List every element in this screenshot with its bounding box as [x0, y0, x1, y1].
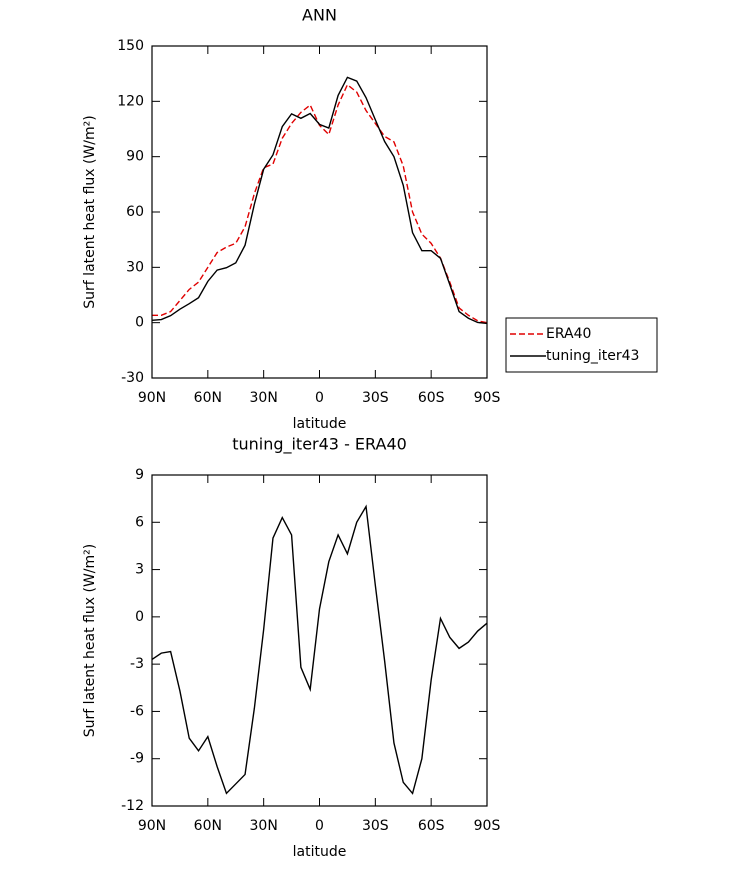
- chart-title: ANN: [302, 6, 337, 25]
- x-tick-label: 90S: [474, 818, 501, 834]
- x-tick-label: 90N: [138, 390, 166, 406]
- y-tick-label: 120: [117, 93, 144, 109]
- x-axis-label: latitude: [293, 416, 347, 432]
- x-axis-label: latitude: [293, 844, 347, 860]
- plot-frame: [151, 45, 488, 379]
- y-tick-label: 9: [135, 467, 144, 483]
- x-tick-label: 0: [315, 818, 324, 834]
- y-tick-label: 6: [135, 514, 144, 530]
- y-tick-label: 60: [126, 204, 144, 220]
- y-axis-label: Surf latent heat flux (W/m²): [82, 115, 98, 308]
- chart-title: tuning_iter43 - ERA40: [232, 435, 407, 455]
- y-tick-label: -30: [121, 370, 144, 386]
- y-tick-label: 150: [117, 38, 144, 54]
- data-line: [151, 76, 488, 325]
- legend-label: ERA40: [546, 326, 591, 342]
- data-line: [151, 504, 488, 795]
- x-tick-label: 30S: [362, 390, 389, 406]
- legend-label: tuning_iter43: [546, 348, 639, 364]
- x-tick-label: 0: [315, 390, 324, 406]
- x-tick-label: 30N: [250, 390, 278, 406]
- x-tick-label: 90S: [474, 390, 501, 406]
- y-tick-label: -3: [130, 656, 144, 672]
- data-line: [152, 83, 488, 324]
- legend-box: [505, 317, 658, 373]
- y-tick-label: -9: [130, 751, 144, 767]
- y-axis-label: Surf latent heat flux (W/m²): [82, 544, 98, 737]
- x-tick-label: 60S: [418, 390, 445, 406]
- y-tick-label: -12: [121, 798, 144, 814]
- y-tick-label: 0: [135, 315, 144, 331]
- plot-frame: [151, 474, 488, 807]
- y-tick-label: 30: [126, 259, 144, 275]
- x-tick-label: 30S: [362, 818, 389, 834]
- x-tick-label: 90N: [138, 818, 166, 834]
- x-tick-label: 60N: [194, 390, 222, 406]
- y-tick-label: 0: [135, 609, 144, 625]
- x-tick-label: 60N: [194, 818, 222, 834]
- y-tick-label: -6: [130, 703, 144, 719]
- y-tick-label: 90: [126, 149, 144, 165]
- x-tick-label: 30N: [250, 818, 278, 834]
- x-tick-label: 60S: [418, 818, 445, 834]
- y-tick-label: 3: [135, 562, 144, 578]
